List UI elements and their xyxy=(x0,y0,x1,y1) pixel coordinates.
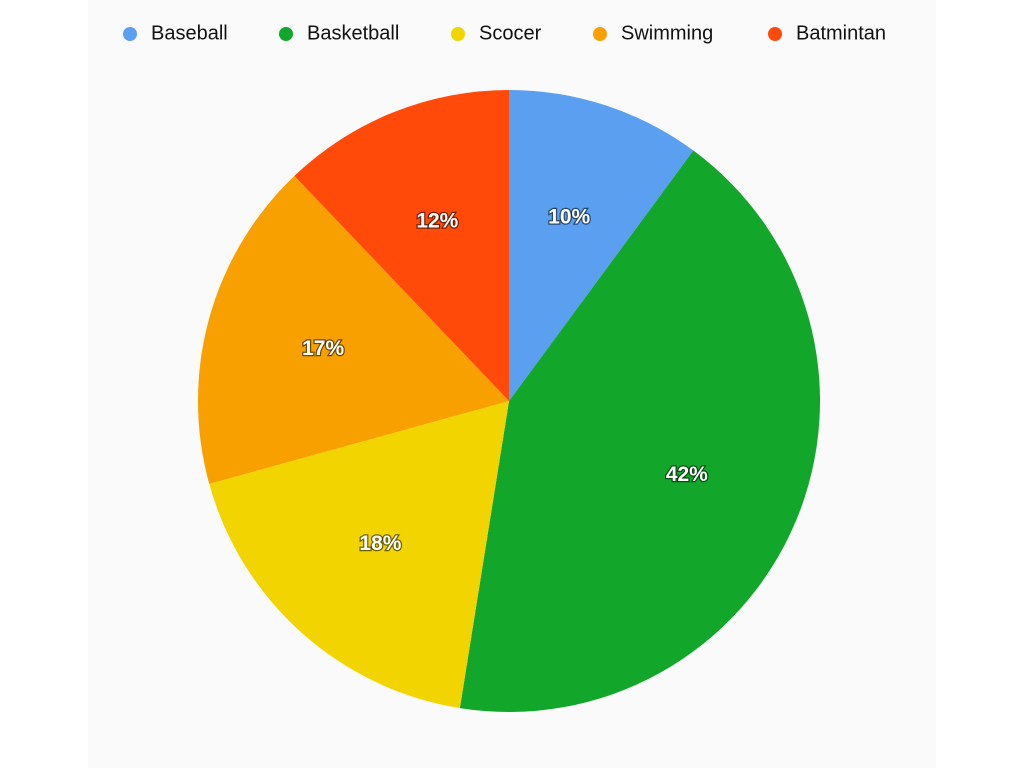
legend-marker xyxy=(123,27,137,41)
legend-label: Swimming xyxy=(621,22,713,44)
legend-marker xyxy=(593,27,607,41)
pie-slice xyxy=(198,175,510,484)
legend-label: Baseball xyxy=(151,22,228,44)
value-label: 17% xyxy=(302,337,344,360)
legend-marker xyxy=(279,27,293,41)
legend-label: Scocer xyxy=(479,22,542,44)
legend: Baseball Basketball Scocer Swimming Batminta… xyxy=(123,22,886,44)
value-labels: 10% 42% 18% 17% 12% xyxy=(301,204,710,556)
legend-marker xyxy=(451,27,465,41)
pie-slice xyxy=(294,89,509,401)
legend-label: Basketball xyxy=(307,22,399,44)
pie-slice xyxy=(209,401,509,709)
legend-marker xyxy=(768,27,782,41)
value-label: 10% xyxy=(548,205,590,228)
value-label: 18% xyxy=(359,532,401,555)
value-label: 12% xyxy=(416,210,458,233)
value-label: 42% xyxy=(666,463,708,486)
pie-slice xyxy=(509,90,694,401)
pie-slice xyxy=(459,150,820,713)
pie xyxy=(198,89,820,713)
legend-label: Batmintan xyxy=(796,22,886,44)
